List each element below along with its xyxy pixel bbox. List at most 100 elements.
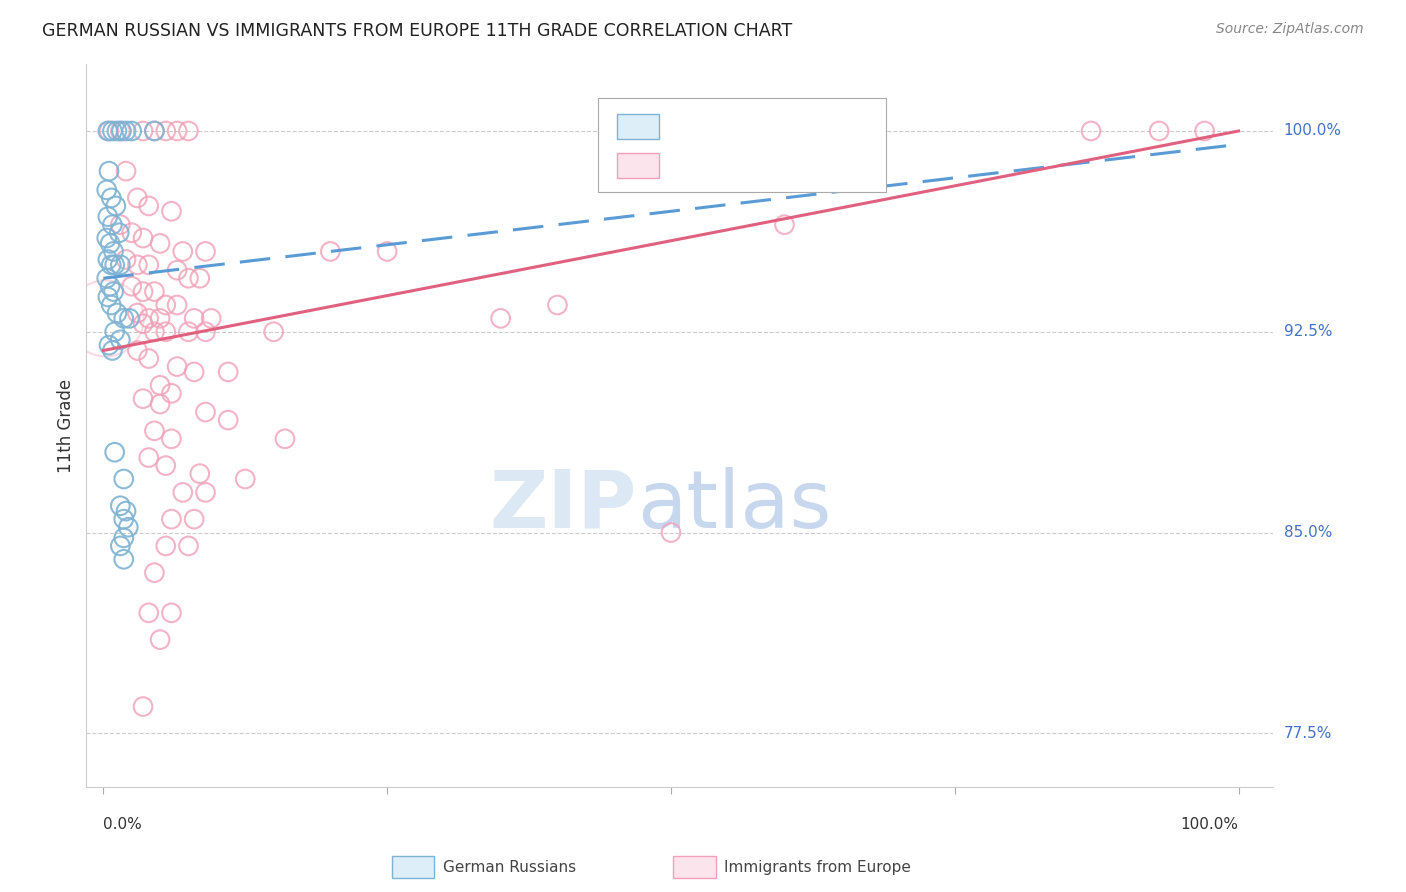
Point	[132, 231, 155, 245]
Point	[194, 244, 217, 259]
Point	[546, 298, 568, 312]
Point	[97, 210, 120, 224]
Point	[98, 124, 121, 138]
Point	[98, 279, 121, 293]
Point	[97, 124, 120, 138]
Point	[166, 298, 188, 312]
Point	[149, 236, 172, 251]
Point	[177, 539, 200, 553]
Point	[149, 311, 172, 326]
Point	[105, 124, 128, 138]
Point	[274, 432, 297, 446]
Point	[143, 124, 166, 138]
Point	[160, 386, 183, 401]
Point	[200, 311, 222, 326]
Point	[172, 485, 194, 500]
Point	[112, 472, 135, 486]
Text: R = 0.139   N = 43: R = 0.139 N = 43	[669, 117, 869, 136]
Point	[121, 226, 143, 240]
Point	[132, 317, 155, 331]
Text: 100.0%: 100.0%	[1284, 123, 1341, 138]
Point	[183, 311, 205, 326]
Point	[115, 504, 138, 518]
Point	[172, 244, 194, 259]
Point	[96, 231, 118, 245]
Point	[166, 124, 188, 138]
Text: Source: ZipAtlas.com: Source: ZipAtlas.com	[1216, 22, 1364, 37]
Point	[104, 199, 127, 213]
Point	[263, 325, 285, 339]
Text: ZIP: ZIP	[489, 467, 637, 545]
Point	[121, 124, 143, 138]
Point	[160, 432, 183, 446]
Point	[97, 252, 120, 267]
Point	[112, 512, 135, 526]
Point	[149, 632, 172, 647]
Point	[101, 218, 124, 232]
Point	[138, 258, 160, 272]
Point	[143, 566, 166, 580]
Point	[112, 311, 135, 326]
Text: 77.5%: 77.5%	[1284, 726, 1331, 740]
Point	[105, 306, 128, 320]
Point	[121, 279, 143, 293]
Point	[194, 485, 217, 500]
Point	[1194, 124, 1216, 138]
Point	[194, 405, 217, 419]
Point	[233, 472, 256, 486]
Point	[103, 244, 125, 259]
Point	[166, 263, 188, 277]
Point	[132, 285, 155, 299]
Point	[108, 226, 131, 240]
Text: GERMAN RUSSIAN VS IMMIGRANTS FROM EUROPE 11TH GRADE CORRELATION CHART: GERMAN RUSSIAN VS IMMIGRANTS FROM EUROPE…	[42, 22, 793, 40]
Y-axis label: 11th Grade: 11th Grade	[58, 378, 75, 473]
Point	[97, 290, 120, 304]
Point	[659, 525, 682, 540]
Point	[138, 199, 160, 213]
Point	[118, 311, 141, 326]
Point	[217, 365, 239, 379]
Point	[110, 124, 132, 138]
Point	[127, 343, 149, 358]
Point	[160, 204, 183, 219]
Point	[110, 124, 132, 138]
Point	[112, 552, 135, 566]
Point	[127, 191, 149, 205]
Point	[127, 258, 149, 272]
Point	[138, 311, 160, 326]
Text: R = 0.383   N = 80: R = 0.383 N = 80	[669, 155, 869, 175]
Point	[101, 124, 124, 138]
Point	[96, 271, 118, 285]
Point	[100, 191, 122, 205]
Point	[103, 285, 125, 299]
Point	[101, 343, 124, 358]
Point	[319, 244, 342, 259]
Point	[98, 236, 121, 251]
Point	[155, 124, 177, 138]
Point	[98, 164, 121, 178]
Point	[96, 183, 118, 197]
Point	[132, 124, 155, 138]
Point	[143, 325, 166, 339]
Point	[104, 258, 127, 272]
Point	[110, 258, 132, 272]
Point	[94, 311, 117, 326]
Point	[155, 325, 177, 339]
Point	[112, 531, 135, 545]
Point	[104, 445, 127, 459]
Point	[155, 539, 177, 553]
Point	[117, 520, 139, 534]
Point	[149, 378, 172, 392]
Point	[1147, 124, 1170, 138]
Point	[138, 450, 160, 465]
Point	[177, 124, 200, 138]
Point	[110, 499, 132, 513]
Point	[489, 311, 512, 326]
Text: German Russians: German Russians	[443, 860, 576, 874]
Point	[143, 424, 166, 438]
Point	[773, 218, 796, 232]
Point	[194, 325, 217, 339]
Point	[115, 164, 138, 178]
Point	[115, 124, 138, 138]
Point	[177, 325, 200, 339]
